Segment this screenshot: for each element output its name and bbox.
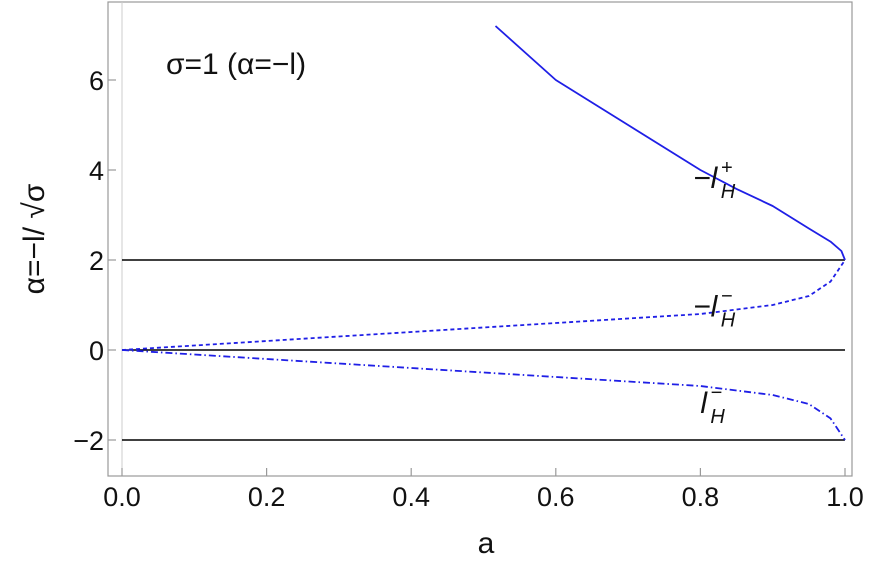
y-tick-label-2: 2 [89,246,104,276]
series-label-sup-1: − [721,285,733,307]
y-ticks: −2 0 2 4 6 [73,66,116,456]
series-label-1: −l [693,290,719,323]
y-tick-label-1: 0 [89,336,104,366]
series-label-sub-1: H [721,309,736,331]
series-line-1 [121,259,846,351]
curves [121,25,846,441]
series-line-0 [494,25,846,261]
reference-lines [122,259,845,441]
series-label-sub-2: H [710,406,725,428]
x-tick-label-3: 0.6 [537,482,575,512]
series-label-2: l [700,387,708,420]
series-label-sup-2: − [710,382,722,404]
series-labels: −l +H−l −Hl −H [693,157,736,428]
x-ticks: 0.0 0.2 0.4 0.6 0.8 1.0 [103,468,864,512]
x-axis-title: a [478,527,495,560]
series-label-sub-0: H [721,181,736,203]
x-tick-label-4: 0.8 [682,482,720,512]
y-axis-title: α=−l/ √σ [18,183,51,294]
series-label-sup-0: + [721,157,733,179]
series-line-2 [121,349,846,441]
y-tick-label-4: 6 [89,66,104,96]
y-tick-label-3: 4 [89,156,104,186]
y-tick-label-0: −2 [73,426,104,456]
x-tick-label-2: 0.4 [392,482,430,512]
plot-frame [107,1,853,477]
series-label-0: −l [693,162,719,195]
x-tick-label-1: 0.2 [248,482,286,512]
x-tick-label-5: 1.0 [826,482,864,512]
chart-annotation: σ=1 (α=−l) [166,48,306,81]
x-tick-label-0: 0.0 [103,482,141,512]
